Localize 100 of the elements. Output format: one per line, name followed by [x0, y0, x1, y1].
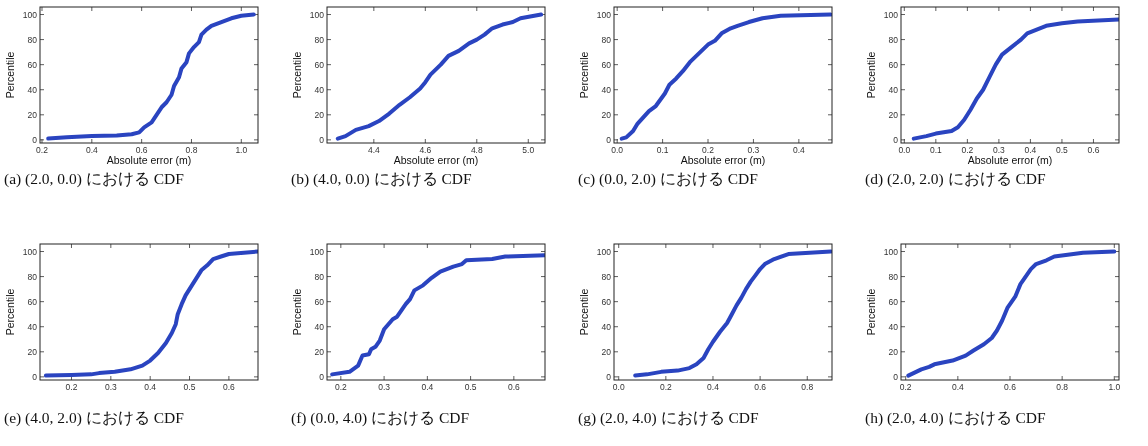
- y-axis-title: Percentile: [578, 51, 590, 99]
- x-tick-label: 0.4: [707, 382, 720, 392]
- y-tick-label: 60: [888, 59, 899, 70]
- x-tick-label: 0.2: [961, 145, 974, 155]
- y-axis-title: Percentile: [865, 51, 877, 99]
- x-tick-label: 4.6: [419, 145, 432, 155]
- y-tick-label: 100: [309, 246, 325, 257]
- x-tick-label: 0.8: [801, 382, 814, 392]
- y-tick-label: 100: [596, 9, 612, 20]
- y-tick-label: 80: [601, 34, 612, 45]
- y-tick-label: 0: [606, 134, 612, 145]
- line-series: [906, 249, 1117, 378]
- y-tick-label: 20: [888, 346, 899, 357]
- x-tick-label: 0.4: [951, 382, 965, 392]
- text: (d) (2.0, 2.0) における CDF: [865, 170, 1047, 188]
- x-tick-label: 0.2: [899, 382, 912, 392]
- x-tick-label: 0.2: [659, 382, 673, 392]
- x-tick-label: 4.4: [367, 145, 381, 155]
- line-series: [43, 249, 258, 378]
- text: (c) (0.0, 2.0) における CDF: [578, 170, 759, 188]
- x-tick-label: 0.5: [1056, 145, 1069, 155]
- x-tick-label: 0.4: [85, 145, 98, 155]
- x-tick-label: 0.5: [183, 382, 196, 392]
- y-tick-label: 20: [27, 109, 38, 120]
- x-tick-label: 0.4: [1024, 145, 1037, 155]
- y-tick-label: 20: [314, 109, 325, 120]
- y-tick-label: 20: [888, 109, 899, 120]
- x-tick-label: 0.2: [702, 145, 715, 155]
- y-tick-label: 100: [309, 9, 325, 20]
- y-tick-label: 100: [596, 246, 612, 257]
- x-axis-title: Absolute error (m): [967, 154, 1053, 166]
- y-tick-label: 100: [883, 246, 899, 257]
- line-series: [330, 253, 545, 377]
- y-axis-title: Percentile: [865, 288, 877, 336]
- x-tick-label: 0.6: [1004, 382, 1017, 392]
- text: (a) (2.0, 0.0) における CDF: [4, 170, 185, 188]
- y-tick-label: 100: [22, 9, 38, 20]
- y-tick-label: 40: [27, 321, 38, 332]
- y-tick-label: 60: [27, 59, 38, 70]
- x-tick-label: 0.0: [612, 382, 625, 392]
- line-series: [335, 12, 544, 141]
- y-axis-title: Percentile: [4, 288, 16, 336]
- x-tick-label: 1.0: [1108, 382, 1121, 392]
- x-tick-label: 0.3: [747, 145, 760, 155]
- text: (f) (0.0, 4.0) における CDF: [291, 409, 470, 427]
- x-tick-label: 0.4: [792, 145, 806, 155]
- y-tick-label: 60: [601, 59, 612, 70]
- y-tick-label: 0: [32, 371, 38, 382]
- y-tick-label: 0: [319, 134, 325, 145]
- x-axis-title: Absolute error (m): [680, 154, 766, 166]
- text: (g) (2.0, 4.0) における CDF: [578, 409, 760, 427]
- line-series: [911, 17, 1119, 141]
- x-tick-label: 0.3: [378, 382, 391, 392]
- y-tick-label: 20: [601, 346, 612, 357]
- x-tick-label: 0.4: [144, 382, 157, 392]
- y-axis-title: Percentile: [291, 288, 303, 336]
- y-tick-label: 40: [601, 321, 612, 332]
- y-tick-label: 0: [893, 371, 899, 382]
- y-tick-label: 40: [314, 84, 325, 95]
- x-tick-label: 4.8: [470, 145, 483, 155]
- y-tick-label: 20: [314, 346, 325, 357]
- x-tick-label: 0.0: [898, 145, 911, 155]
- x-tick-label: 1.0: [235, 145, 248, 155]
- text: (h) (2.0, 4.0) における CDF: [865, 409, 1047, 427]
- y-tick-label: 0: [319, 371, 325, 382]
- x-tick-label: 0.1: [656, 145, 669, 155]
- y-tick-label: 80: [27, 271, 38, 282]
- y-axis-title: Percentile: [291, 51, 303, 99]
- x-tick-label: 0.6: [135, 145, 148, 155]
- x-tick-label: 0.4: [421, 382, 434, 392]
- text: (e) (4.0, 2.0) における CDF: [4, 409, 185, 427]
- y-tick-label: 40: [27, 84, 38, 95]
- x-tick-label: 0.2: [65, 382, 78, 392]
- y-tick-label: 0: [32, 134, 38, 145]
- y-tick-label: 40: [888, 321, 899, 332]
- x-tick-label: 5.0: [522, 145, 535, 155]
- x-tick-label: 0.1: [929, 145, 943, 155]
- y-tick-label: 0: [606, 371, 612, 382]
- y-tick-label: 0: [893, 134, 899, 145]
- x-tick-label: 0.2: [36, 145, 49, 155]
- y-axis-title: Percentile: [578, 288, 590, 336]
- y-tick-label: 60: [27, 296, 38, 307]
- y-tick-label: 80: [27, 34, 38, 45]
- y-tick-label: 40: [888, 84, 899, 95]
- x-tick-label: 0.3: [104, 382, 118, 392]
- line-series: [619, 12, 832, 141]
- y-tick-label: 60: [888, 296, 899, 307]
- y-tick-label: 60: [314, 59, 325, 70]
- x-axis-title: Absolute error (m): [393, 154, 479, 166]
- y-axis-title: Percentile: [4, 51, 16, 99]
- line-series: [633, 249, 832, 378]
- text: (b) (4.0, 0.0) における CDF: [291, 170, 473, 188]
- y-tick-label: 100: [22, 246, 38, 257]
- y-tick-label: 60: [314, 296, 325, 307]
- y-tick-label: 40: [314, 321, 325, 332]
- y-tick-label: 100: [883, 9, 899, 20]
- y-tick-label: 40: [601, 84, 612, 95]
- y-tick-label: 80: [888, 271, 899, 282]
- x-tick-label: 0.6: [222, 382, 236, 392]
- y-tick-label: 20: [27, 346, 38, 357]
